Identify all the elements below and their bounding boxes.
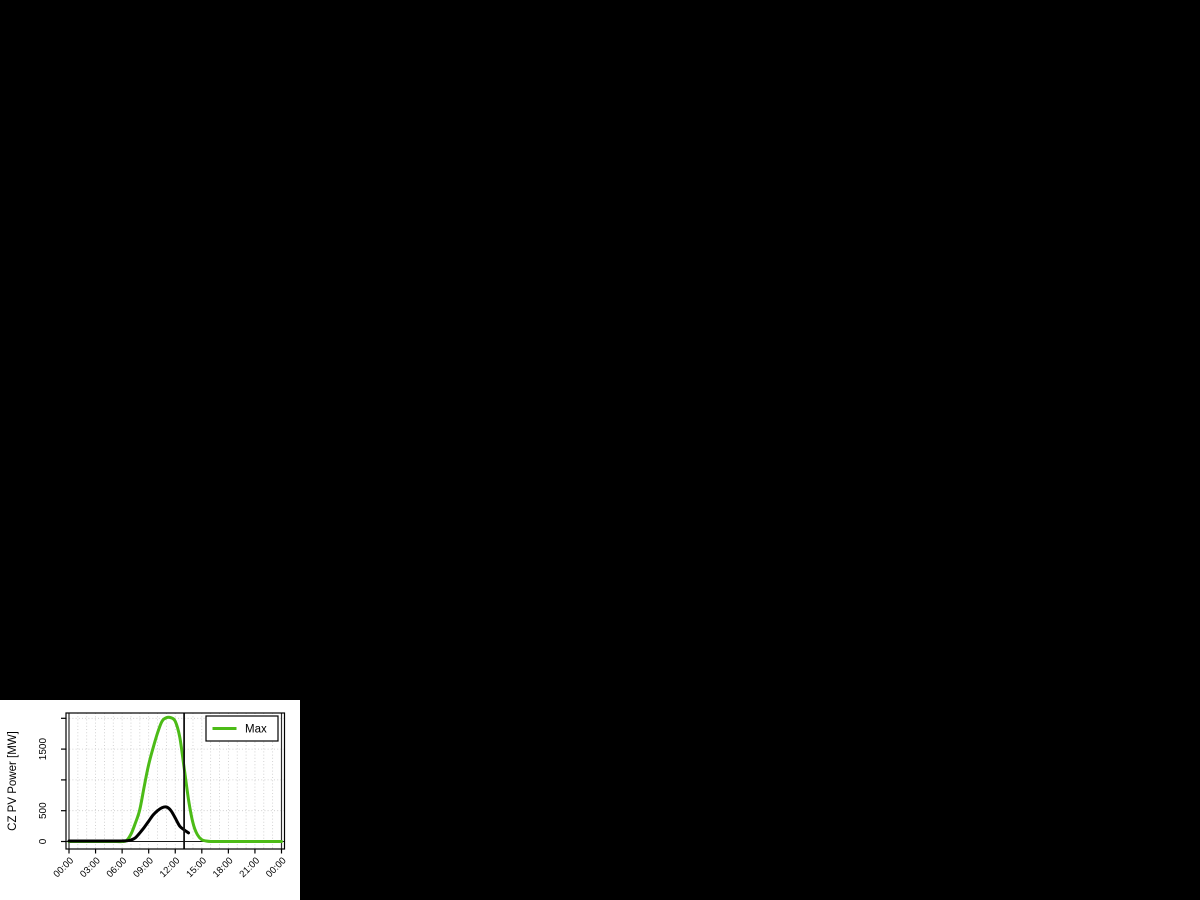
x-tick-label: 21:00 <box>237 855 262 880</box>
x-tick-label: 00:00 <box>264 855 289 880</box>
x-tick-label: 00:00 <box>52 855 77 880</box>
y-tick-label: 500 <box>38 802 49 819</box>
y-axis-title: CZ PV Power [MW] <box>7 731 19 831</box>
x-tick-label: 12:00 <box>158 855 183 880</box>
pv-chart-panel: 00:00 03:00 06:00 09:00 12:00 15:00 18:00 21:00… <box>0 700 300 900</box>
x-tick-label: 18:00 <box>211 855 236 880</box>
x-tick-label: 09:00 <box>131 855 156 880</box>
x-tick-label: 06:00 <box>105 855 130 880</box>
y-axis: 0 500 1500 <box>38 717 66 844</box>
x-axis: 00:00 03:00 06:00 09:00 12:00 15:00 18:00 21:00… <box>52 849 289 880</box>
y-tick-label: 0 <box>38 838 49 844</box>
y-tick-label: 1500 <box>38 738 49 761</box>
legend-label: Max <box>245 724 267 736</box>
x-tick-label: 03:00 <box>78 855 103 880</box>
legend: Max <box>205 715 279 742</box>
pv-chart-svg: 00:00 03:00 06:00 09:00 12:00 15:00 18:00 21:00… <box>7 712 289 880</box>
x-tick-label: 15:00 <box>184 855 209 880</box>
series-line-actual <box>67 805 190 843</box>
